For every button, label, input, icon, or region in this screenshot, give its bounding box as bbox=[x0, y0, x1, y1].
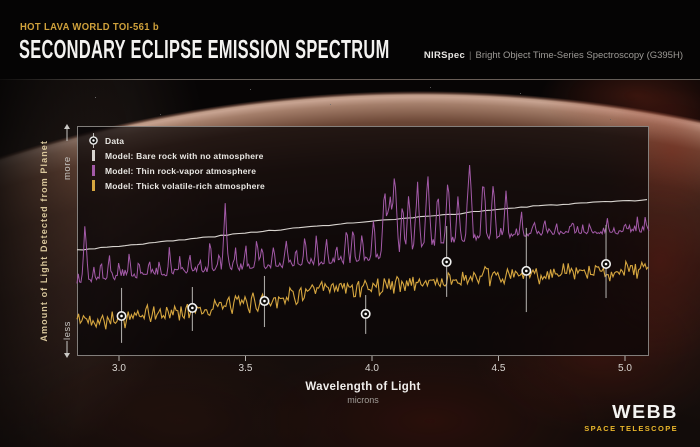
data-point-center bbox=[445, 260, 448, 264]
legend-label-data: Data bbox=[105, 135, 125, 146]
arrowhead-icon bbox=[64, 124, 70, 129]
page-title: SECONDARY ECLIPSE EMISSION SPECTRUM bbox=[19, 34, 390, 64]
volatile-swatch-icon bbox=[88, 180, 99, 191]
legend-item-bare-rock: Model: Bare rock with no atmosphere bbox=[88, 148, 265, 163]
x-tick-label: 3.5 bbox=[238, 363, 253, 374]
x-tick-label: 4.0 bbox=[365, 363, 379, 374]
legend-item-volatile: Model: Thick volatile-rich atmosphere bbox=[88, 178, 265, 193]
webb-logo-tagline: SPACE TELESCOPE bbox=[584, 424, 678, 433]
rock-vapor-swatch-icon bbox=[88, 165, 99, 176]
arrowhead-icon bbox=[64, 353, 70, 358]
bare-rock-model-line bbox=[76, 199, 648, 251]
instrument-info: NIRSpec | Bright Object Time-Series Spectr… bbox=[424, 50, 683, 61]
y-axis-less-label: less bbox=[61, 321, 73, 340]
data-point-center bbox=[263, 299, 266, 303]
x-tick-label: 4.5 bbox=[491, 363, 506, 374]
observation-mode: Bright Object Time-Series Spectroscopy (… bbox=[475, 50, 684, 61]
data-marker-icon bbox=[88, 133, 99, 148]
instrument-name: NIRSpec bbox=[423, 50, 466, 61]
data-point-center bbox=[364, 312, 367, 316]
data-point-center bbox=[191, 306, 194, 310]
legend-label-bare-rock: Model: Bare rock with no atmosphere bbox=[105, 150, 264, 161]
rock-vapor-model-line bbox=[76, 164, 650, 284]
x-axis-units: microns bbox=[347, 395, 379, 405]
y-axis-title: Amount of Light Detected from Planet bbox=[39, 140, 49, 342]
bare-rock-swatch-icon bbox=[88, 150, 99, 161]
volatile-rich-model-line bbox=[76, 259, 649, 330]
x-tick-label: 5.0 bbox=[618, 363, 632, 374]
x-axis-title: Wavelength of Light bbox=[305, 381, 421, 393]
data-point-center bbox=[525, 269, 528, 273]
data-point-center bbox=[604, 262, 608, 266]
chart-legend: Data Model: Bare rock with no atmosphere… bbox=[88, 133, 265, 193]
webb-logo: WEBB SPACE TELESCOPE bbox=[584, 402, 678, 433]
webb-logo-wordmark: WEBB bbox=[612, 402, 678, 422]
y-axis-more-label: more bbox=[61, 156, 73, 180]
subtitle-planet-name: HOT LAVA WORLD TOI-561 b bbox=[20, 21, 160, 33]
x-tick-label: 3.0 bbox=[112, 363, 126, 374]
data-point-center bbox=[120, 314, 123, 318]
legend-label-volatile: Model: Thick volatile-rich atmosphere bbox=[105, 180, 265, 191]
legend-label-rock-vapor: Model: Thin rock-vapor atmosphere bbox=[105, 165, 257, 176]
separator: | bbox=[469, 50, 472, 61]
legend-item-data: Data bbox=[88, 133, 265, 148]
legend-item-rock-vapor: Model: Thin rock-vapor atmosphere bbox=[88, 163, 265, 178]
